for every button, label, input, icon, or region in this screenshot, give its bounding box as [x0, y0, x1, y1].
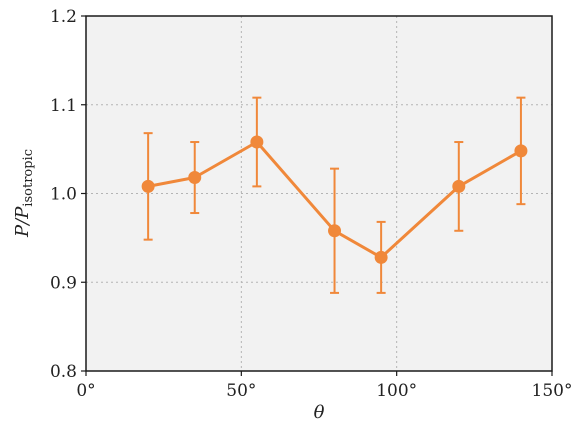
- data-point: [514, 144, 528, 158]
- data-point: [250, 135, 264, 149]
- data-point: [141, 179, 155, 193]
- y-tick-label: 0.8: [50, 362, 77, 382]
- x-axis-ticks: 0° 50° 100° 150°: [76, 371, 572, 401]
- x-tick-label: 0°: [76, 381, 95, 401]
- x-tick-label: 150°: [532, 381, 573, 401]
- data-point: [328, 224, 342, 238]
- data-points: [141, 135, 528, 264]
- data-point: [188, 171, 202, 185]
- y-tick-label: 1.1: [50, 96, 77, 116]
- x-axis-label: θ: [314, 402, 325, 423]
- x-tick-label: 50°: [226, 381, 256, 401]
- y-tick-label: 1.2: [50, 7, 77, 27]
- y-tick-label: 0.9: [50, 273, 77, 293]
- grid: [86, 16, 552, 371]
- data-point: [452, 179, 466, 193]
- plot-background: [86, 16, 552, 371]
- y-axis-label: P/Pisotropic: [12, 149, 36, 238]
- y-axis-label-main: P/P: [12, 206, 33, 238]
- data-point: [374, 250, 388, 264]
- x-tick-label: 100°: [376, 381, 417, 401]
- y-axis-ticks: 0.8 0.9 1.0 1.1 1.2: [50, 7, 86, 382]
- y-tick-label: 1.0: [50, 185, 77, 205]
- y-axis-label-subscript: isotropic: [21, 149, 36, 207]
